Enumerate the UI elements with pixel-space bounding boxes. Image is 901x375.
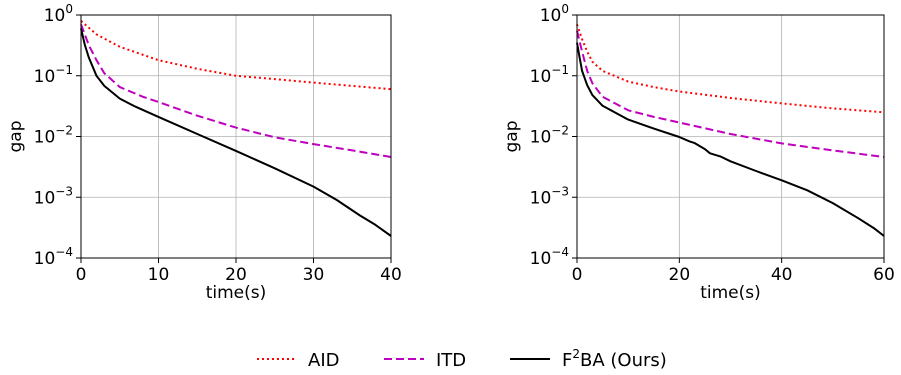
x-tick-label: 20 <box>669 265 691 285</box>
series-line-itd <box>80 24 392 158</box>
y-axis-label: gap <box>502 121 522 153</box>
x-tick-label: 40 <box>380 265 402 285</box>
y-axis-label: gap <box>6 121 26 153</box>
x-tick-label: 0 <box>572 265 583 285</box>
legend-label-f2ba: F2BA (Ours) <box>562 347 667 371</box>
series-line-aid <box>576 24 885 114</box>
y-tick-label: 10−3 <box>530 184 569 208</box>
y-tick-label: 100 <box>44 2 73 26</box>
series-line-itd <box>576 30 885 158</box>
left-chart: 0 10 20 30 40 10−4 10−3 10−2 10−1 100 time(s) gap <box>6 2 402 303</box>
y-tick-label: 10−4 <box>530 245 569 269</box>
x-tick-label: 40 <box>771 265 793 285</box>
y-tick-label: 10−1 <box>530 63 569 87</box>
y-tick-label: 10−4 <box>34 245 73 269</box>
x-tick-label: 10 <box>148 265 170 285</box>
x-tick-label: 30 <box>303 265 325 285</box>
y-tick-label: 10−2 <box>34 124 73 148</box>
legend-label-aid: AID <box>308 350 339 371</box>
x-axis-label: time(s) <box>206 283 267 303</box>
x-tick-label: 60 <box>873 265 895 285</box>
y-tick-label: 10−1 <box>34 63 73 87</box>
legend-label-itd: ITD <box>436 350 466 371</box>
series-line-f-ba-ours <box>80 28 392 237</box>
y-tick-label: 100 <box>540 2 569 26</box>
x-tick-label: 20 <box>225 265 247 285</box>
right-chart: 0 20 40 60 10−4 10−3 10−2 10−1 100 time(s) gap <box>502 2 895 303</box>
x-tick-label: 0 <box>76 265 87 285</box>
x-axis-label: time(s) <box>700 283 761 303</box>
legend: AID ITD F2BA (Ours) <box>257 347 667 371</box>
y-tick-label: 10−2 <box>530 124 569 148</box>
y-tick-label: 10−3 <box>34 184 73 208</box>
series-line-f-ba-ours <box>576 42 885 237</box>
